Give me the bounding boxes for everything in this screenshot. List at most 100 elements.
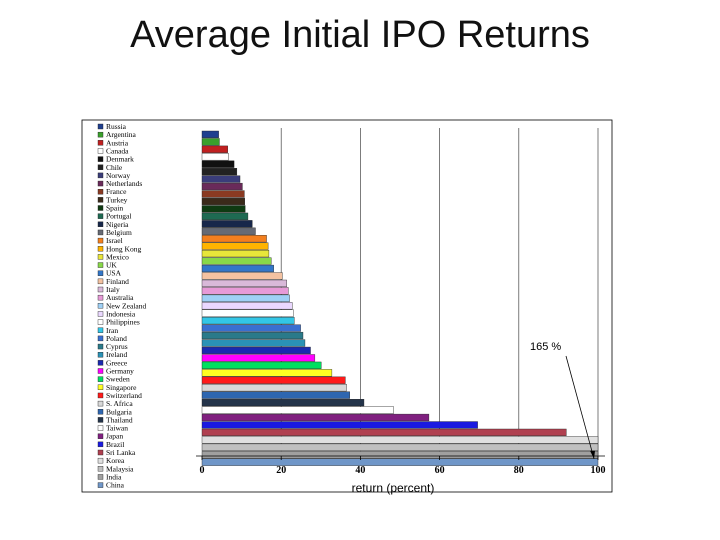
bar-israel [201, 235, 267, 243]
legend-swatch [97, 352, 104, 358]
legend-label: S. Africa [106, 399, 133, 408]
legend-swatch [97, 140, 104, 146]
legend-label: Indonesia [106, 309, 136, 318]
legend-swatch [97, 164, 104, 170]
bar-philippines [201, 309, 294, 317]
legend-label: Brazil [106, 440, 124, 449]
legend-label: Iran [106, 326, 118, 335]
legend-label: Switzerland [106, 391, 142, 400]
legend-swatch [97, 254, 104, 260]
bar-chile [201, 168, 238, 176]
legend-swatch [97, 180, 104, 187]
legend-label: Philippines [106, 318, 140, 327]
legend-label: Bulgaria [106, 407, 132, 416]
legend-label: Germany [106, 367, 134, 376]
legend-label: Poland [106, 334, 127, 343]
legend-swatch [97, 246, 104, 252]
bar-iran [201, 317, 295, 325]
legend-swatch [97, 384, 104, 390]
legend-label: France [106, 187, 127, 196]
legend-label: Korea [106, 456, 125, 465]
bar-argentina [201, 138, 220, 146]
legend-swatch [97, 457, 104, 464]
legend-label: Australia [106, 293, 134, 302]
legend-label: Netherlands [106, 179, 142, 188]
legend-swatch [97, 156, 104, 162]
legend-swatch [97, 188, 104, 195]
bar-china [201, 458, 599, 466]
legend-swatch [97, 466, 104, 472]
legend-label: New Zealand [106, 301, 146, 310]
legend-swatch [97, 286, 104, 293]
legend-label: Russia [106, 122, 127, 131]
bars [201, 130, 599, 466]
annotation-arrow [565, 355, 595, 459]
bar-greece [201, 346, 311, 355]
bar-taiwan [201, 406, 394, 414]
bar-france [201, 190, 245, 198]
legend-label: Argentina [106, 130, 137, 139]
bar-switzerland [201, 376, 346, 384]
legend-swatch [97, 148, 104, 154]
legend-swatch [97, 360, 104, 366]
legend-label: Cyprus [106, 342, 128, 351]
x-tick-label: 60 [435, 465, 445, 476]
bar-austria [201, 145, 228, 153]
legend-label: India [106, 472, 122, 481]
bar-netherlands [201, 182, 243, 191]
legend-swatch [97, 303, 104, 309]
legend-swatch [97, 474, 104, 480]
legend-swatch [97, 319, 104, 325]
legend-label: Taiwan [106, 424, 128, 433]
bar-india [201, 451, 599, 459]
bar-russia [201, 130, 219, 139]
bar-norway [201, 175, 241, 183]
legend-label: Canada [106, 146, 129, 155]
legend-swatch [97, 327, 104, 333]
legend-swatch [97, 294, 104, 301]
legend-swatch [97, 376, 104, 382]
legend-label: Nigeria [106, 220, 129, 229]
legend-swatch [97, 123, 104, 130]
legend-swatch [97, 221, 104, 228]
bar-brazil [201, 421, 478, 429]
legend-label: China [106, 481, 125, 490]
legend-label: Ireland [106, 350, 127, 359]
legend-swatch [97, 237, 104, 244]
legend-swatch [97, 417, 104, 423]
legend-swatch [97, 262, 104, 268]
annotation-arrowhead [590, 450, 595, 459]
legend-label: Spain [106, 204, 123, 213]
bar-sri-lanka [201, 428, 567, 437]
bar-germany [201, 354, 316, 362]
legend-swatch [97, 343, 104, 350]
legend-label: Sri Lanka [106, 448, 136, 457]
legend-label: Finland [106, 277, 129, 286]
legend-label: USA [106, 269, 122, 278]
legend-label: Chile [106, 163, 123, 172]
bar-belgium [201, 227, 256, 235]
legend-swatch [97, 197, 104, 203]
bar-malaysia [201, 443, 599, 451]
legend-swatch [97, 278, 104, 285]
bar-thailand [201, 399, 365, 407]
legend-swatch [97, 400, 104, 407]
legend-swatch [97, 229, 104, 236]
legend-label: Malaysia [106, 464, 134, 473]
legend: RussiaArgentinaAustriaCanadaDenmarkChile… [97, 122, 146, 490]
x-tick-label: 20 [276, 465, 286, 476]
plot-frame [81, 119, 613, 493]
bar-spain [201, 205, 246, 213]
x-tick-label: 100 [591, 465, 606, 476]
bar-cyprus [201, 331, 304, 340]
x-tick-label: 0 [200, 465, 205, 476]
bar-finland [201, 272, 283, 280]
bar-bulgaria [201, 391, 350, 399]
bar-mexico [201, 249, 270, 258]
legend-swatch [97, 213, 104, 219]
legend-swatch [97, 409, 104, 415]
legend-swatch [97, 441, 104, 448]
legend-swatch [97, 433, 104, 439]
legend-label: Japan [106, 432, 123, 441]
bar-ireland [201, 339, 306, 347]
